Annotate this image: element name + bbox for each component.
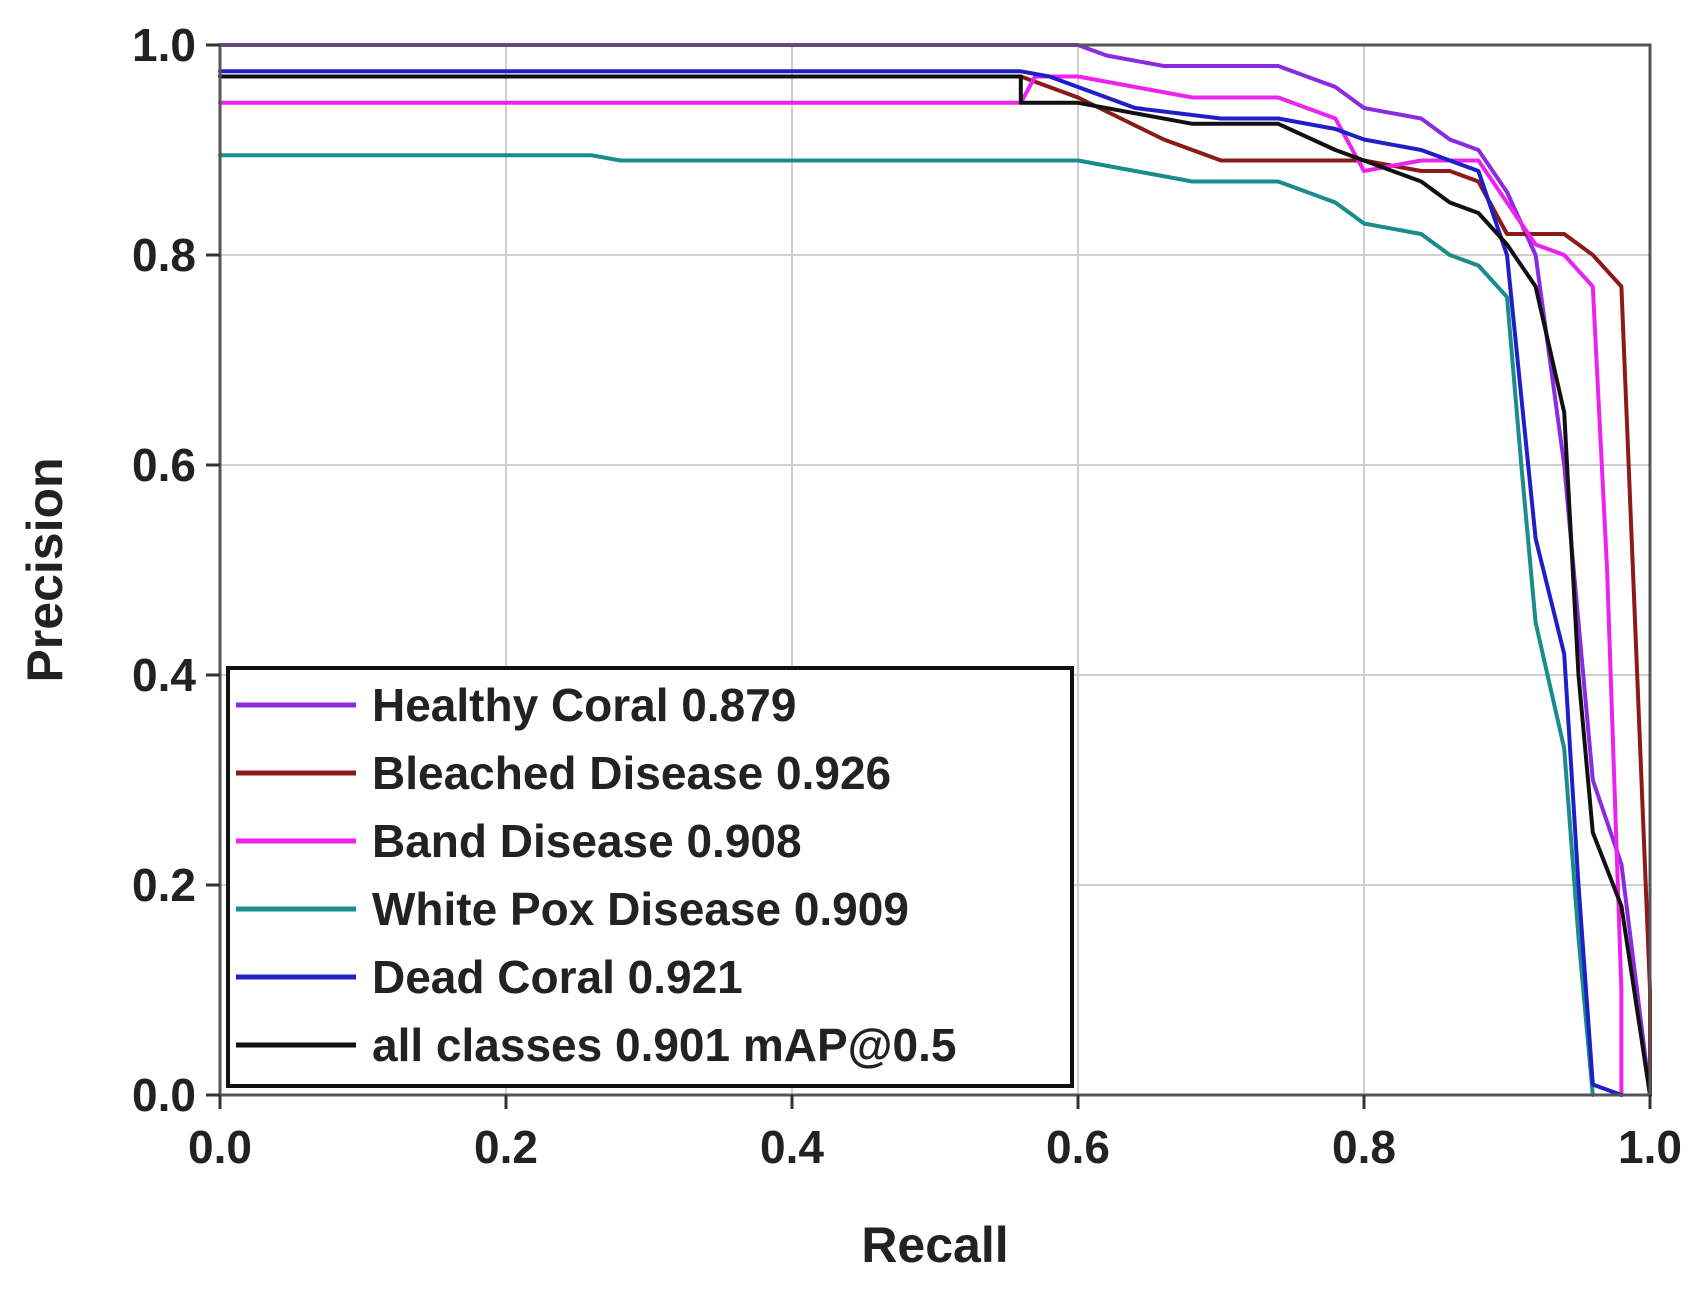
y-tick-label: 0.4 (132, 649, 196, 701)
legend-label-5: Dead Coral 0.921 (372, 951, 743, 1003)
legend-label-1: Healthy Coral 0.879 (372, 679, 796, 731)
y-tick-label: 0.6 (132, 439, 196, 491)
x-tick-label: 0.8 (1332, 1121, 1396, 1173)
series-line-5 (218, 69, 1624, 1097)
y-axis-title: Precision (17, 457, 73, 682)
series-lines (218, 43, 1652, 1097)
y-tick-label: 0.8 (132, 229, 196, 281)
plot-frame (218, 43, 1652, 1097)
y-tick-label: 0.2 (132, 859, 196, 911)
series-line-1 (218, 43, 1652, 1097)
legend-label-4: White Pox Disease 0.909 (372, 883, 909, 935)
legend-entries: Healthy Coral 0.879 Bleached Disease 0.92… (236, 679, 956, 1071)
legend-label-3: Band Disease 0.908 (372, 815, 802, 867)
x-axis-title: Recall (861, 1217, 1008, 1273)
legend-label-6: all classes 0.901 mAP@0.5 (372, 1019, 956, 1071)
x-tick-label: 0.4 (760, 1121, 824, 1173)
legend-box (226, 666, 1074, 1088)
series-line-4 (218, 153, 1595, 1097)
axis-ticks: 0.0 0.2 0.4 0.6 0.8 1.0 0.0 0.2 0.4 0.6 0.8 1.0 (132, 19, 1682, 1173)
series-line-3 (218, 74, 1624, 1097)
series-line-6 (218, 74, 1652, 1097)
x-tick-label: 0.0 (188, 1121, 252, 1173)
x-tick-label: 0.2 (474, 1121, 538, 1173)
x-tick-label: 0.6 (1046, 1121, 1110, 1173)
y-tick-label: 0.0 (132, 1069, 196, 1121)
y-tick-label: 1.0 (132, 19, 196, 71)
x-tick-label: 1.0 (1618, 1121, 1682, 1173)
legend: Healthy Coral 0.879 Bleached Disease 0.92… (226, 666, 1074, 1088)
legend-label-2: Bleached Disease 0.926 (372, 747, 891, 799)
